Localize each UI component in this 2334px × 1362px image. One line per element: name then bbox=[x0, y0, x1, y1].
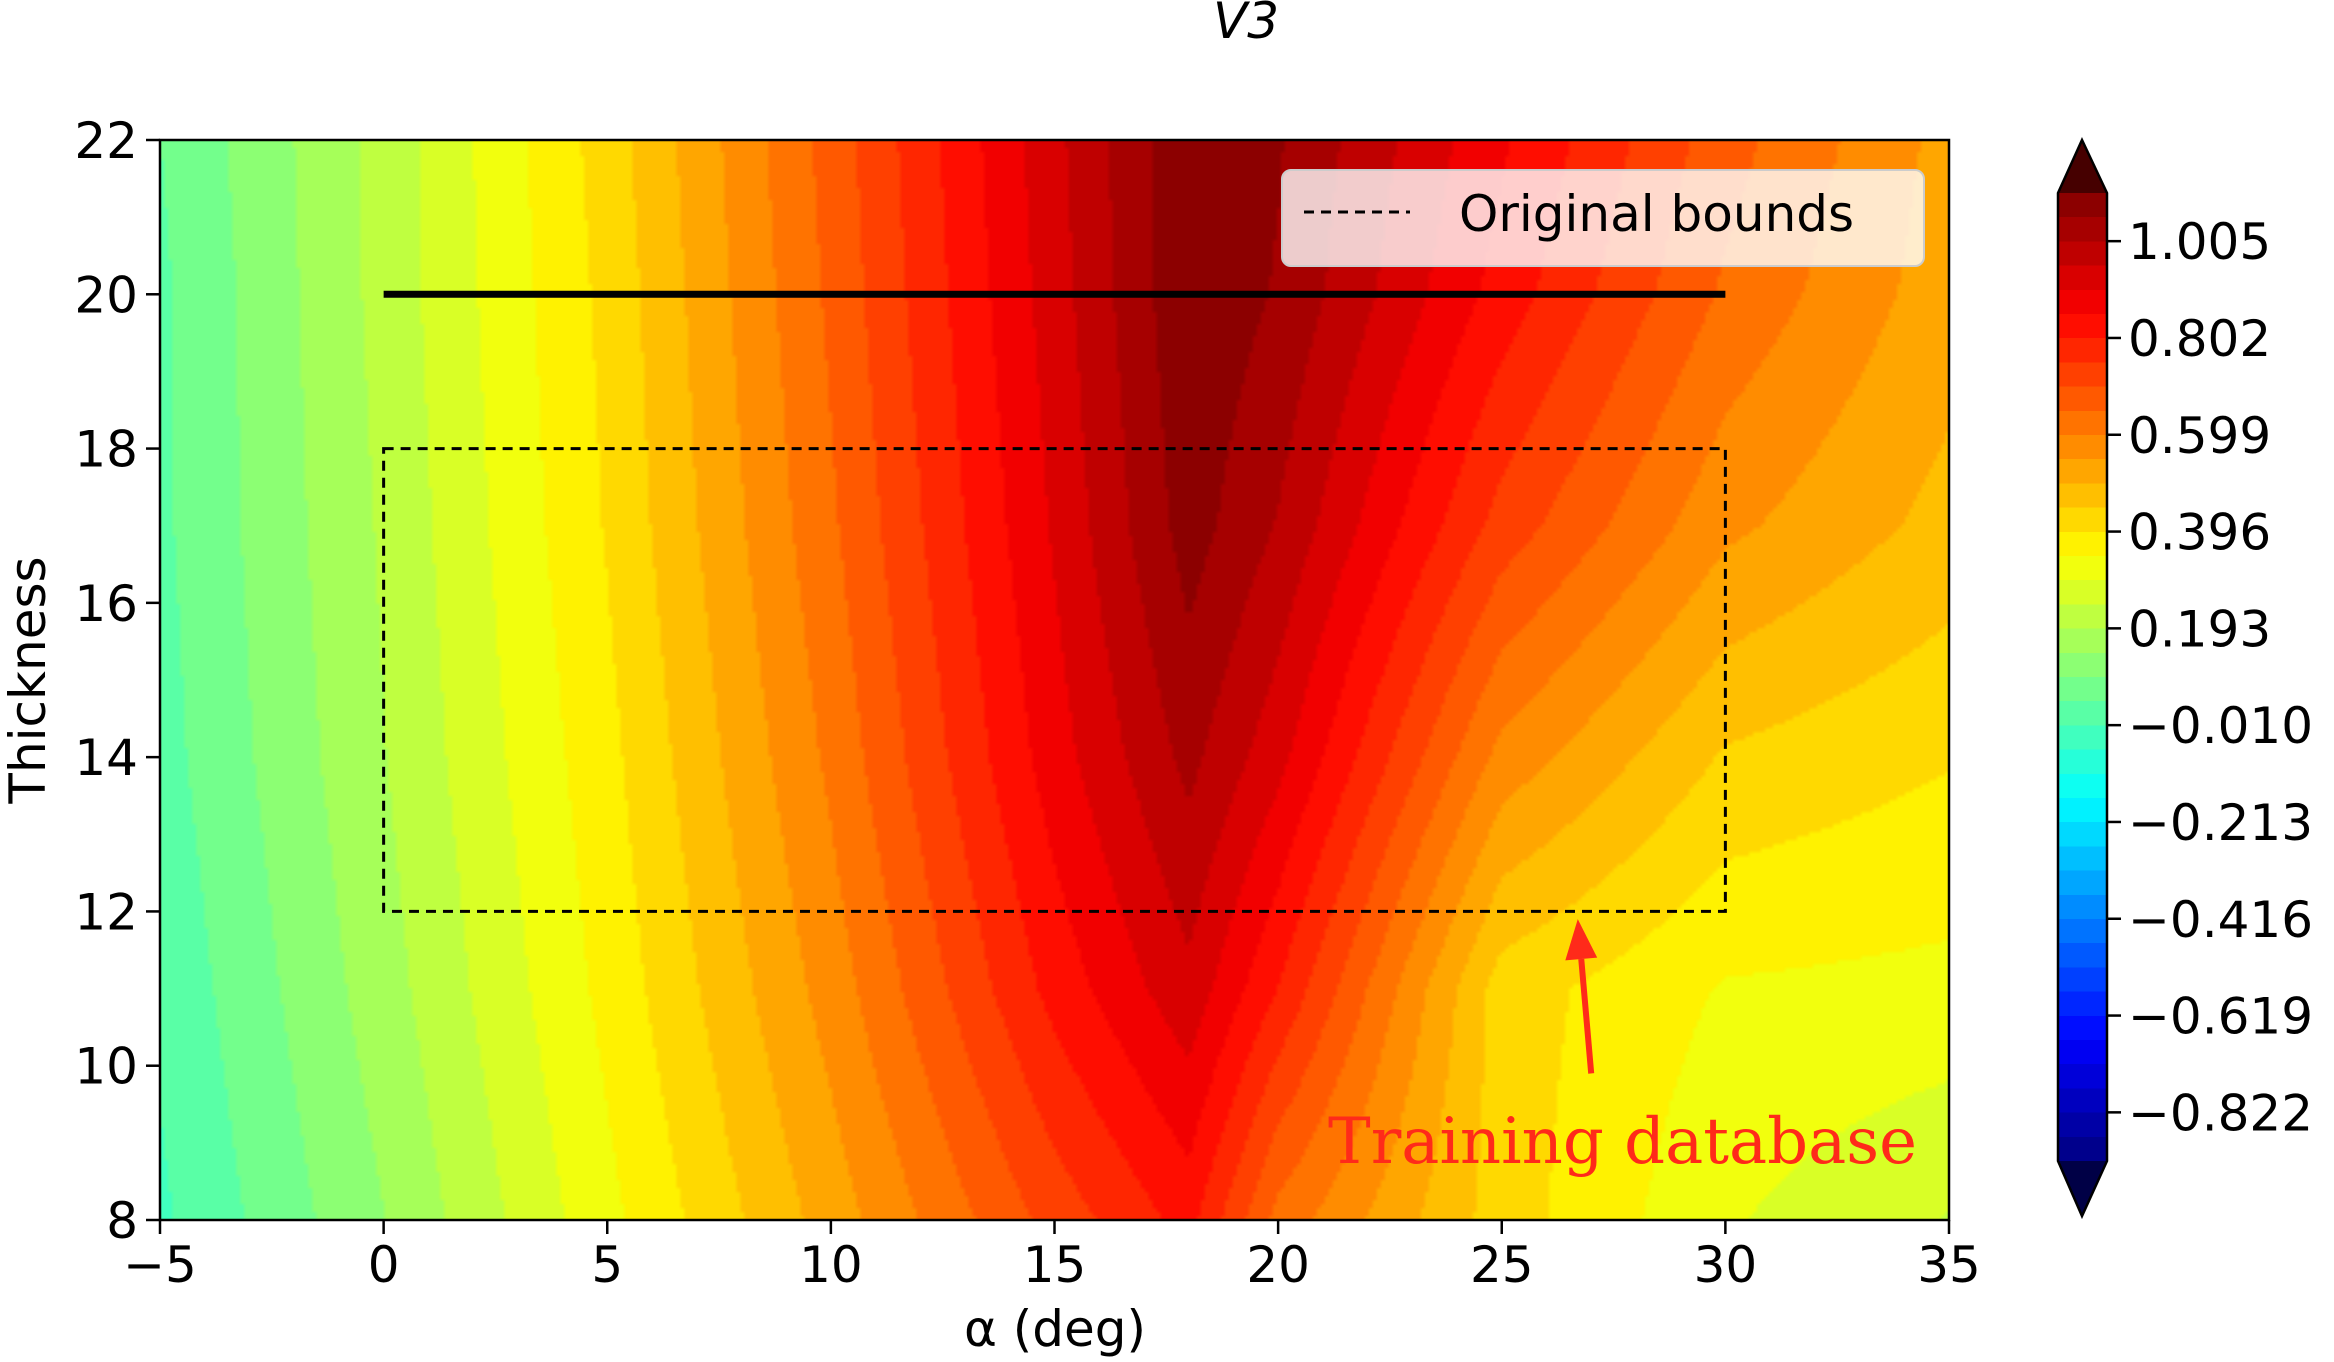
colorbar-extend-top bbox=[2058, 140, 2107, 193]
x-axis-ticks: −5 0 5 10 15 20 25 30 35 bbox=[123, 1220, 1981, 1294]
y-tick-label: 18 bbox=[74, 421, 138, 479]
legend: Original bounds bbox=[1281, 169, 1925, 267]
x-tick-label: 30 bbox=[1694, 1236, 1758, 1294]
x-tick-label: 35 bbox=[1917, 1236, 1981, 1294]
overlay-shapes bbox=[382, 290, 1727, 913]
colorbar-body bbox=[2058, 193, 2107, 1161]
y-tick-label: 20 bbox=[74, 266, 138, 324]
x-tick-label: 15 bbox=[1023, 1236, 1087, 1294]
training-bounds-rect bbox=[382, 447, 1727, 913]
colorbar-tick-label: 1.005 bbox=[2128, 213, 2271, 271]
annotation-arrow-head bbox=[1565, 919, 1598, 961]
x-tick-label: 10 bbox=[799, 1236, 863, 1294]
x-tick-label: 25 bbox=[1470, 1236, 1534, 1294]
y-tick-label: 10 bbox=[74, 1038, 138, 1096]
annotation-text: Training database bbox=[1328, 1105, 1917, 1179]
colorbar-tick-label: −0.822 bbox=[2128, 1084, 2313, 1142]
contour-field bbox=[160, 140, 1949, 1220]
x-tick-label: −5 bbox=[123, 1236, 197, 1294]
x-tick-label: 20 bbox=[1246, 1236, 1310, 1294]
colorbar-extend-bottom bbox=[2058, 1161, 2107, 1216]
y-tick-label: 12 bbox=[74, 883, 138, 941]
y-axis-ticks: 8 10 12 14 16 18 20 22 bbox=[74, 112, 160, 1250]
colorbar-tick-label: −0.213 bbox=[2128, 794, 2313, 852]
colorbar-tick-label: 0.802 bbox=[2128, 310, 2271, 368]
colorbar-tick-label: 0.396 bbox=[2128, 504, 2271, 562]
x-axis-label: α (deg) bbox=[964, 1300, 1146, 1358]
y-tick-label: 22 bbox=[74, 112, 138, 170]
y-tick-label: 14 bbox=[74, 729, 138, 787]
colorbar-ticks: 1.005 0.802 0.599 0.396 0.193 −0.010 −0.213 −0.… bbox=[2107, 213, 2313, 1142]
legend-box bbox=[1281, 169, 1925, 267]
colorbar-tick-label: 0.599 bbox=[2128, 407, 2271, 465]
colorbar-tick-label: 0.193 bbox=[2128, 600, 2271, 658]
colorbar-outline bbox=[2056, 137, 2109, 1220]
colorbar: 1.005 0.802 0.599 0.396 0.193 −0.010 −0.213 −0.… bbox=[2056, 137, 2313, 1220]
colorbar-tick-label: −0.010 bbox=[2128, 697, 2313, 755]
y-axis-label: Thickness bbox=[0, 556, 57, 804]
annotation: Training database bbox=[1328, 919, 1917, 1179]
annotation-arrow-line bbox=[1578, 958, 1595, 1074]
x-tick-label: 0 bbox=[368, 1236, 400, 1294]
chart-title: V3 bbox=[1213, 0, 1279, 50]
x-tick-label: 5 bbox=[591, 1236, 623, 1294]
colorbar-tick-label: −0.416 bbox=[2128, 891, 2313, 949]
legend-entry-label: Original bounds bbox=[1459, 185, 1854, 243]
y-tick-label: 8 bbox=[106, 1192, 138, 1250]
y-tick-label: 16 bbox=[74, 575, 138, 633]
colorbar-tick-label: −0.619 bbox=[2128, 988, 2313, 1046]
